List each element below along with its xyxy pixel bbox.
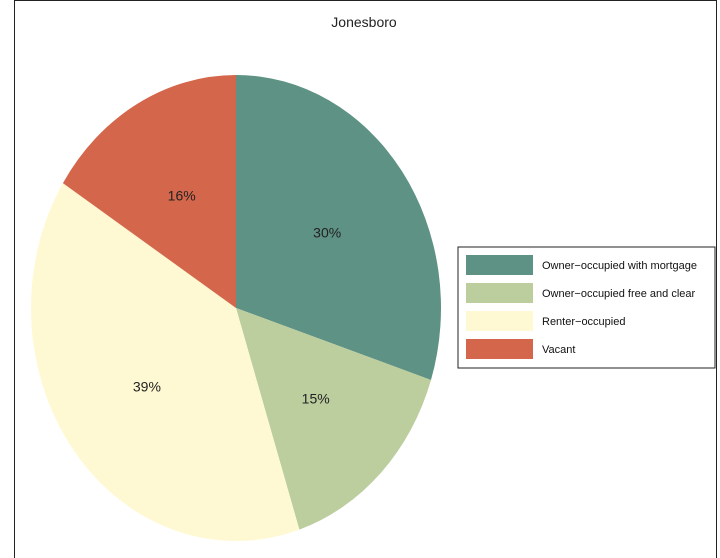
pie-slice-renter-occupied (30, 183, 300, 542)
pie-slices (30, 75, 442, 542)
legend-label-renter-occupied: Renter−occupied (542, 316, 625, 328)
legend: Owner−occupied with mortgage Owner−occupi… (457, 246, 716, 369)
legend-swatch-owner-occupied-with-mortgage (466, 255, 533, 275)
pie-slice-owner-occupied-with-mortgage (236, 75, 442, 380)
legend-label-vacant: Vacant (542, 344, 575, 356)
legend-swatch-vacant (466, 339, 533, 359)
legend-label-owner-occupied-free-and-clear: Owner−occupied free and clear (542, 288, 696, 300)
slice-label-owner-occupied-free-and-clear: 15% (302, 391, 330, 407)
legend-label-owner-occupied-with-mortgage: Owner−occupied with mortgage (542, 260, 697, 272)
pie-slice-vacant (62, 75, 236, 308)
legend-swatch-owner-occupied-free-and-clear (466, 283, 533, 303)
slice-label-renter-occupied: 39% (133, 379, 161, 395)
legend-swatch-renter-occupied (466, 311, 533, 331)
pie-slice-labels: 30% 15% 39% 16% (133, 188, 341, 407)
chart-title: Jonesboro (331, 14, 397, 30)
pie-slice-owner-occupied-free-and-clear (236, 308, 431, 530)
slice-label-vacant: 16% (168, 188, 196, 204)
slice-label-owner-occupied-with-mortgage: 30% (313, 225, 341, 241)
